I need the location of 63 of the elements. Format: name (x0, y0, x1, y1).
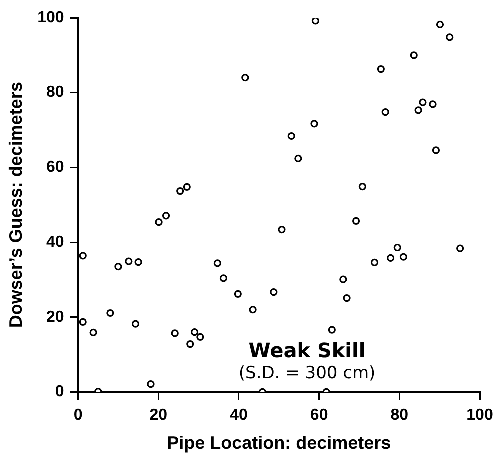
x-tick-label: 40 (230, 407, 248, 424)
point (79, 252, 87, 260)
point (183, 183, 191, 191)
point (162, 212, 170, 220)
point (414, 106, 422, 114)
point (352, 217, 360, 225)
y-tick-label: 20 (46, 308, 64, 326)
annotation: Weak Skill (248, 338, 366, 362)
point (155, 218, 163, 226)
point (429, 100, 437, 108)
point (410, 52, 418, 60)
point (79, 318, 87, 326)
point (340, 276, 348, 284)
x-tick-label: 100 (466, 407, 494, 424)
point (436, 20, 444, 29)
point (114, 263, 122, 271)
point (171, 330, 179, 338)
y-tick-label: 0 (55, 384, 64, 401)
point (419, 98, 427, 106)
point (394, 244, 402, 252)
point (176, 187, 184, 196)
x-tick-label: 60 (310, 407, 328, 424)
x-axis-title: Pipe Location: decimeters (167, 433, 392, 454)
x-tick-label: 0 (74, 407, 83, 424)
point (234, 290, 242, 298)
point (328, 326, 336, 334)
point (220, 274, 228, 282)
point (400, 253, 408, 261)
y-tick-label: 100 (38, 9, 64, 26)
point (382, 108, 390, 116)
x-tick-label: 80 (390, 407, 409, 424)
y-tick-label: 40 (46, 234, 64, 251)
point (310, 120, 318, 128)
point (132, 320, 140, 328)
point (90, 328, 98, 336)
point (249, 306, 257, 314)
point (370, 258, 379, 267)
point (312, 18, 320, 25)
point (196, 333, 204, 341)
point (186, 340, 194, 348)
point (446, 34, 454, 42)
point (214, 260, 222, 268)
point (432, 146, 440, 154)
point (377, 65, 385, 74)
point (190, 328, 199, 336)
point (278, 226, 286, 234)
point (242, 74, 250, 82)
point (147, 380, 155, 388)
point (294, 154, 302, 162)
y-tick-label: 80 (46, 84, 64, 102)
point (125, 258, 133, 266)
point (270, 288, 278, 296)
x-tick-label: 20 (150, 407, 168, 424)
point (358, 182, 366, 191)
y-axis-title: Dowser’s Guess: decimeters (6, 82, 26, 328)
annotation: (S.D. = 300 cm) (238, 364, 376, 384)
point (387, 254, 395, 262)
y-tick-label: 60 (46, 159, 64, 176)
point (456, 244, 464, 252)
point (106, 309, 114, 318)
point (134, 258, 142, 266)
point (343, 294, 351, 302)
point (288, 132, 296, 140)
